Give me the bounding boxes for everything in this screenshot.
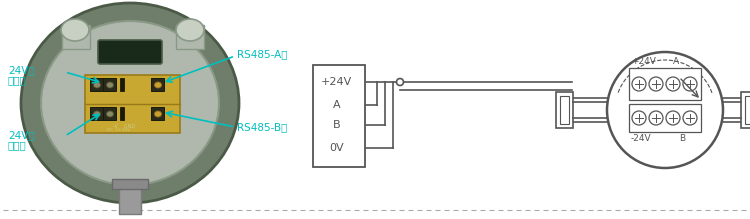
Ellipse shape	[176, 19, 204, 41]
Circle shape	[683, 77, 697, 91]
Text: 源负极: 源负极	[8, 140, 27, 150]
Text: 24V电: 24V电	[8, 130, 34, 140]
Circle shape	[649, 111, 663, 125]
Bar	[313, 65, 365, 167]
Bar	[629, 68, 701, 100]
Ellipse shape	[41, 21, 219, 185]
Bar	[745, 96, 750, 124]
Ellipse shape	[106, 82, 113, 88]
Ellipse shape	[94, 111, 100, 117]
Bar	[103, 78, 116, 91]
Text: +24V: +24V	[321, 77, 352, 87]
Bar	[572, 98, 750, 122]
Bar	[629, 104, 701, 132]
Ellipse shape	[154, 82, 161, 88]
Ellipse shape	[61, 19, 89, 41]
Text: -24V: -24V	[631, 134, 652, 143]
Text: RS485-A极: RS485-A极	[237, 49, 287, 59]
Bar	[103, 107, 116, 120]
Text: 源正极: 源正极	[8, 75, 27, 85]
Circle shape	[666, 111, 680, 125]
Bar	[151, 107, 164, 120]
Bar	[120, 107, 124, 120]
Bar	[741, 92, 750, 128]
FancyBboxPatch shape	[98, 40, 162, 64]
Bar	[90, 107, 103, 120]
Text: B: B	[332, 120, 340, 130]
Bar	[85, 75, 180, 133]
Bar	[62, 25, 90, 49]
Ellipse shape	[94, 82, 100, 88]
Bar	[90, 78, 103, 91]
Text: 0V: 0V	[329, 143, 344, 153]
Text: DC  12-24V: DC 12-24V	[107, 128, 130, 132]
Circle shape	[632, 77, 646, 91]
Bar	[120, 78, 124, 91]
Ellipse shape	[21, 3, 239, 203]
Ellipse shape	[154, 111, 161, 117]
Text: B: B	[679, 134, 686, 143]
Text: 24V电: 24V电	[8, 65, 34, 75]
Ellipse shape	[106, 111, 113, 117]
Circle shape	[607, 52, 723, 168]
Circle shape	[632, 111, 646, 125]
Bar	[112, 179, 148, 189]
Bar	[151, 78, 164, 91]
Circle shape	[683, 111, 697, 125]
Circle shape	[649, 77, 663, 91]
Text: RS485-B极: RS485-B极	[237, 122, 287, 132]
Text: +24V: +24V	[631, 57, 656, 66]
Text: -V    GND: -V GND	[113, 124, 135, 129]
Bar	[560, 96, 569, 124]
Text: A: A	[673, 57, 680, 66]
Circle shape	[666, 77, 680, 91]
Bar	[119, 182, 141, 214]
Circle shape	[397, 78, 404, 85]
Bar	[176, 25, 204, 49]
Text: A: A	[332, 100, 340, 110]
Bar	[556, 92, 573, 128]
